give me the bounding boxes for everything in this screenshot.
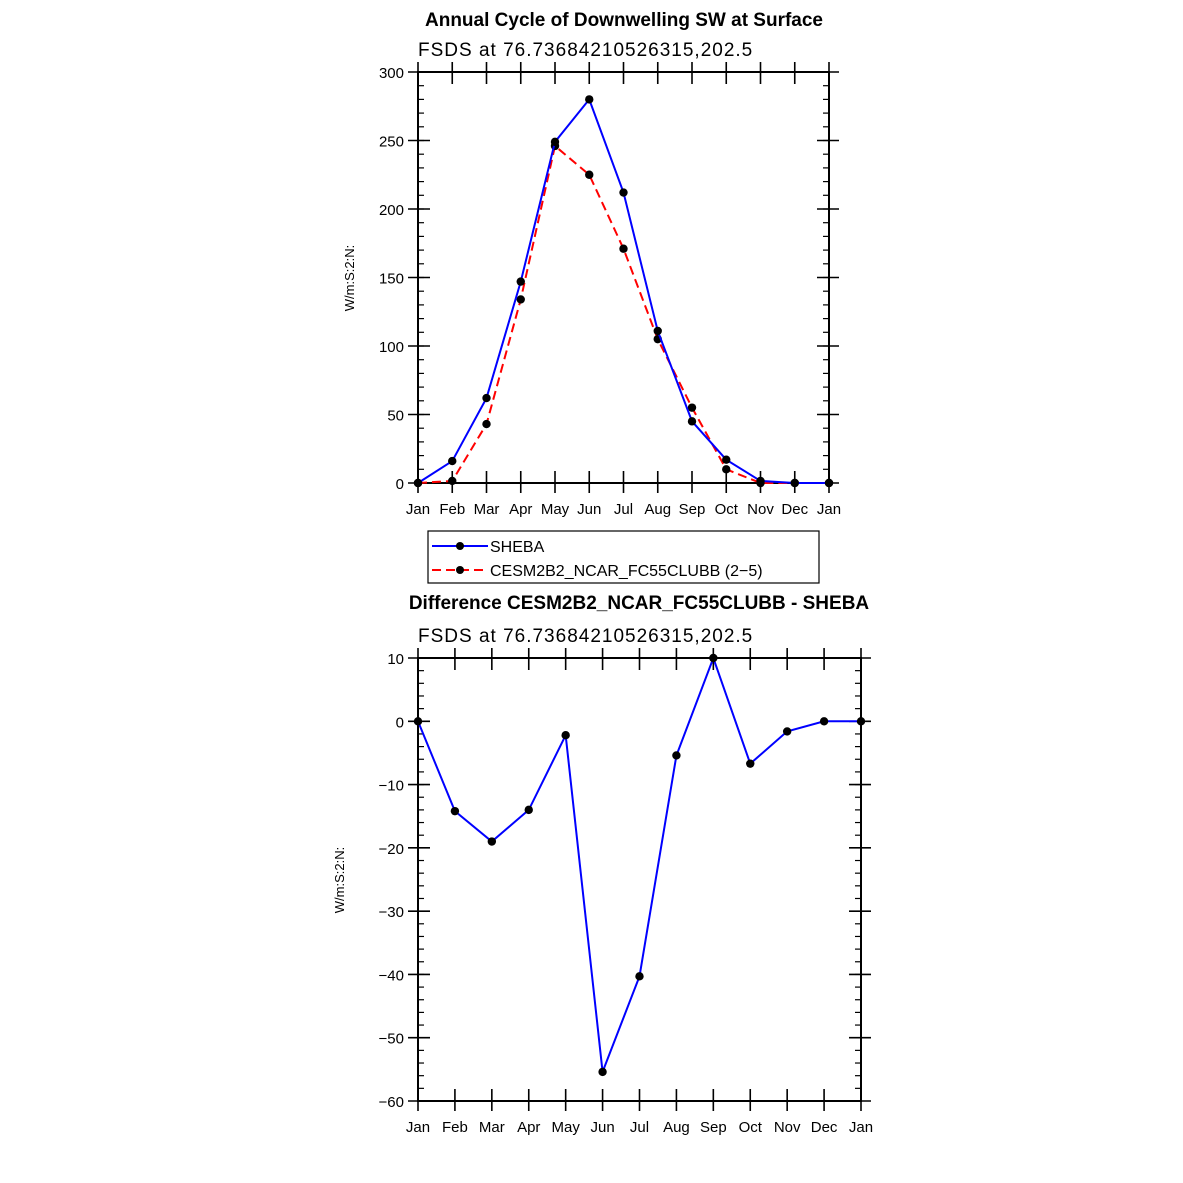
y-tick-label: 150 <box>379 271 404 288</box>
data-point <box>450 806 460 816</box>
x-tick-label: Sep <box>700 1119 727 1136</box>
data-point <box>516 295 525 304</box>
legend-label: CESM2B2_NCAR_FC55CLUBB (2−5) <box>490 563 763 580</box>
data-point <box>672 751 681 760</box>
data-point <box>524 805 533 815</box>
data-point <box>635 972 644 981</box>
series-line-difference <box>417 655 861 1073</box>
plot-difference: Difference CESM2B2_NCAR_FC55CLUBB - SHEB… <box>332 593 873 1136</box>
data-point <box>482 419 491 429</box>
data-point <box>722 465 731 474</box>
y-tick-label: 300 <box>379 65 404 82</box>
data-point <box>448 476 457 486</box>
x-tick-label: Jan <box>406 1119 430 1136</box>
data-point <box>856 717 866 726</box>
legend: SHEBA CESM2B2_NCAR_FC55CLUBB (2−5) <box>427 530 820 584</box>
x-tick-label: May <box>551 1119 580 1136</box>
series-line-sheba <box>417 97 829 484</box>
data-point <box>516 277 525 286</box>
legend-marker <box>456 542 464 550</box>
chart-subtitle: FSDS at 76.73684210526315,202.5 <box>418 40 753 61</box>
data-point <box>550 137 560 147</box>
plot-frame <box>417 71 830 484</box>
data-point <box>819 717 829 726</box>
data-point <box>598 1067 607 1077</box>
x-tick-label: Sep <box>679 501 706 518</box>
legend-box <box>427 530 820 584</box>
data-point <box>413 478 423 488</box>
x-tick-label: Feb <box>442 1119 468 1136</box>
x-tick-label: Aug <box>663 1119 690 1136</box>
data-point <box>585 170 594 179</box>
y-tick-label: 0 <box>396 714 404 731</box>
y-axis-label: W/m:S:2:N: <box>342 245 357 311</box>
x-tick-label: May <box>541 501 570 518</box>
x-tick-label: Jun <box>577 501 601 518</box>
x-tick-label: Nov <box>774 1119 801 1136</box>
y-tick-label: 50 <box>387 408 404 425</box>
x-tick-label: Jul <box>630 1119 649 1136</box>
data-point <box>746 759 755 768</box>
data-point <box>790 478 799 488</box>
data-point <box>448 456 457 466</box>
x-tick-label: Jan <box>817 501 841 518</box>
plot-frame <box>417 657 862 1102</box>
chart-title: Annual Cycle of Downwelling SW at Surfac… <box>425 10 823 31</box>
x-tick-label: Jul <box>614 501 633 518</box>
y-tick-label: 0 <box>396 476 404 493</box>
x-tick-label: Mar <box>479 1119 505 1136</box>
x-tick-label: Jan <box>849 1119 873 1136</box>
y-tick-label: 250 <box>379 134 404 151</box>
y-tick-label: −40 <box>379 967 404 984</box>
x-tick-label: Nov <box>747 501 774 518</box>
x-tick-label: Aug <box>644 501 671 518</box>
data-point <box>687 417 697 426</box>
y-tick-label: 200 <box>379 202 404 219</box>
y-tick-label: 10 <box>387 651 404 668</box>
legend-label: SHEBA <box>490 539 545 556</box>
data-point <box>619 188 628 197</box>
data-point <box>413 717 423 726</box>
x-tick-label: Dec <box>781 501 808 518</box>
x-tick-label: Mar <box>474 501 500 518</box>
y-tick-label: −50 <box>379 1031 404 1048</box>
y-tick-label: 100 <box>379 339 404 356</box>
data-point <box>619 244 628 253</box>
x-tick-label: Jun <box>590 1119 614 1136</box>
data-point <box>722 455 731 464</box>
y-tick-label: −60 <box>379 1094 404 1111</box>
data-point <box>782 727 792 736</box>
x-tick-label: Apr <box>509 501 532 518</box>
data-point <box>487 837 497 846</box>
x-tick-label: Dec <box>811 1119 838 1136</box>
y-tick-label: −30 <box>379 904 404 921</box>
x-tick-label: Oct <box>715 501 739 518</box>
legend-marker <box>456 566 464 574</box>
data-point <box>482 393 491 403</box>
x-tick-label: Apr <box>517 1119 540 1136</box>
data-point <box>709 653 718 663</box>
data-point <box>687 403 697 412</box>
chart-subtitle: FSDS at 76.73684210526315,202.5 <box>418 626 753 647</box>
data-point <box>756 476 765 486</box>
y-axis-label: W/m:S:2:N: <box>332 847 347 913</box>
data-point <box>653 326 662 336</box>
y-tick-label: −10 <box>379 778 404 795</box>
data-point <box>824 478 834 488</box>
x-tick-label: Feb <box>439 501 465 518</box>
plot-annual-cycle: Annual Cycle of Downwelling SW at Surfac… <box>342 10 841 584</box>
y-tick-label: −20 <box>379 841 404 858</box>
chart-title: Difference CESM2B2_NCAR_FC55CLUBB - SHEB… <box>409 593 870 614</box>
data-point <box>585 95 594 104</box>
x-tick-label: Oct <box>739 1119 763 1136</box>
x-tick-label: Jan <box>406 501 430 518</box>
data-point <box>561 731 570 740</box>
